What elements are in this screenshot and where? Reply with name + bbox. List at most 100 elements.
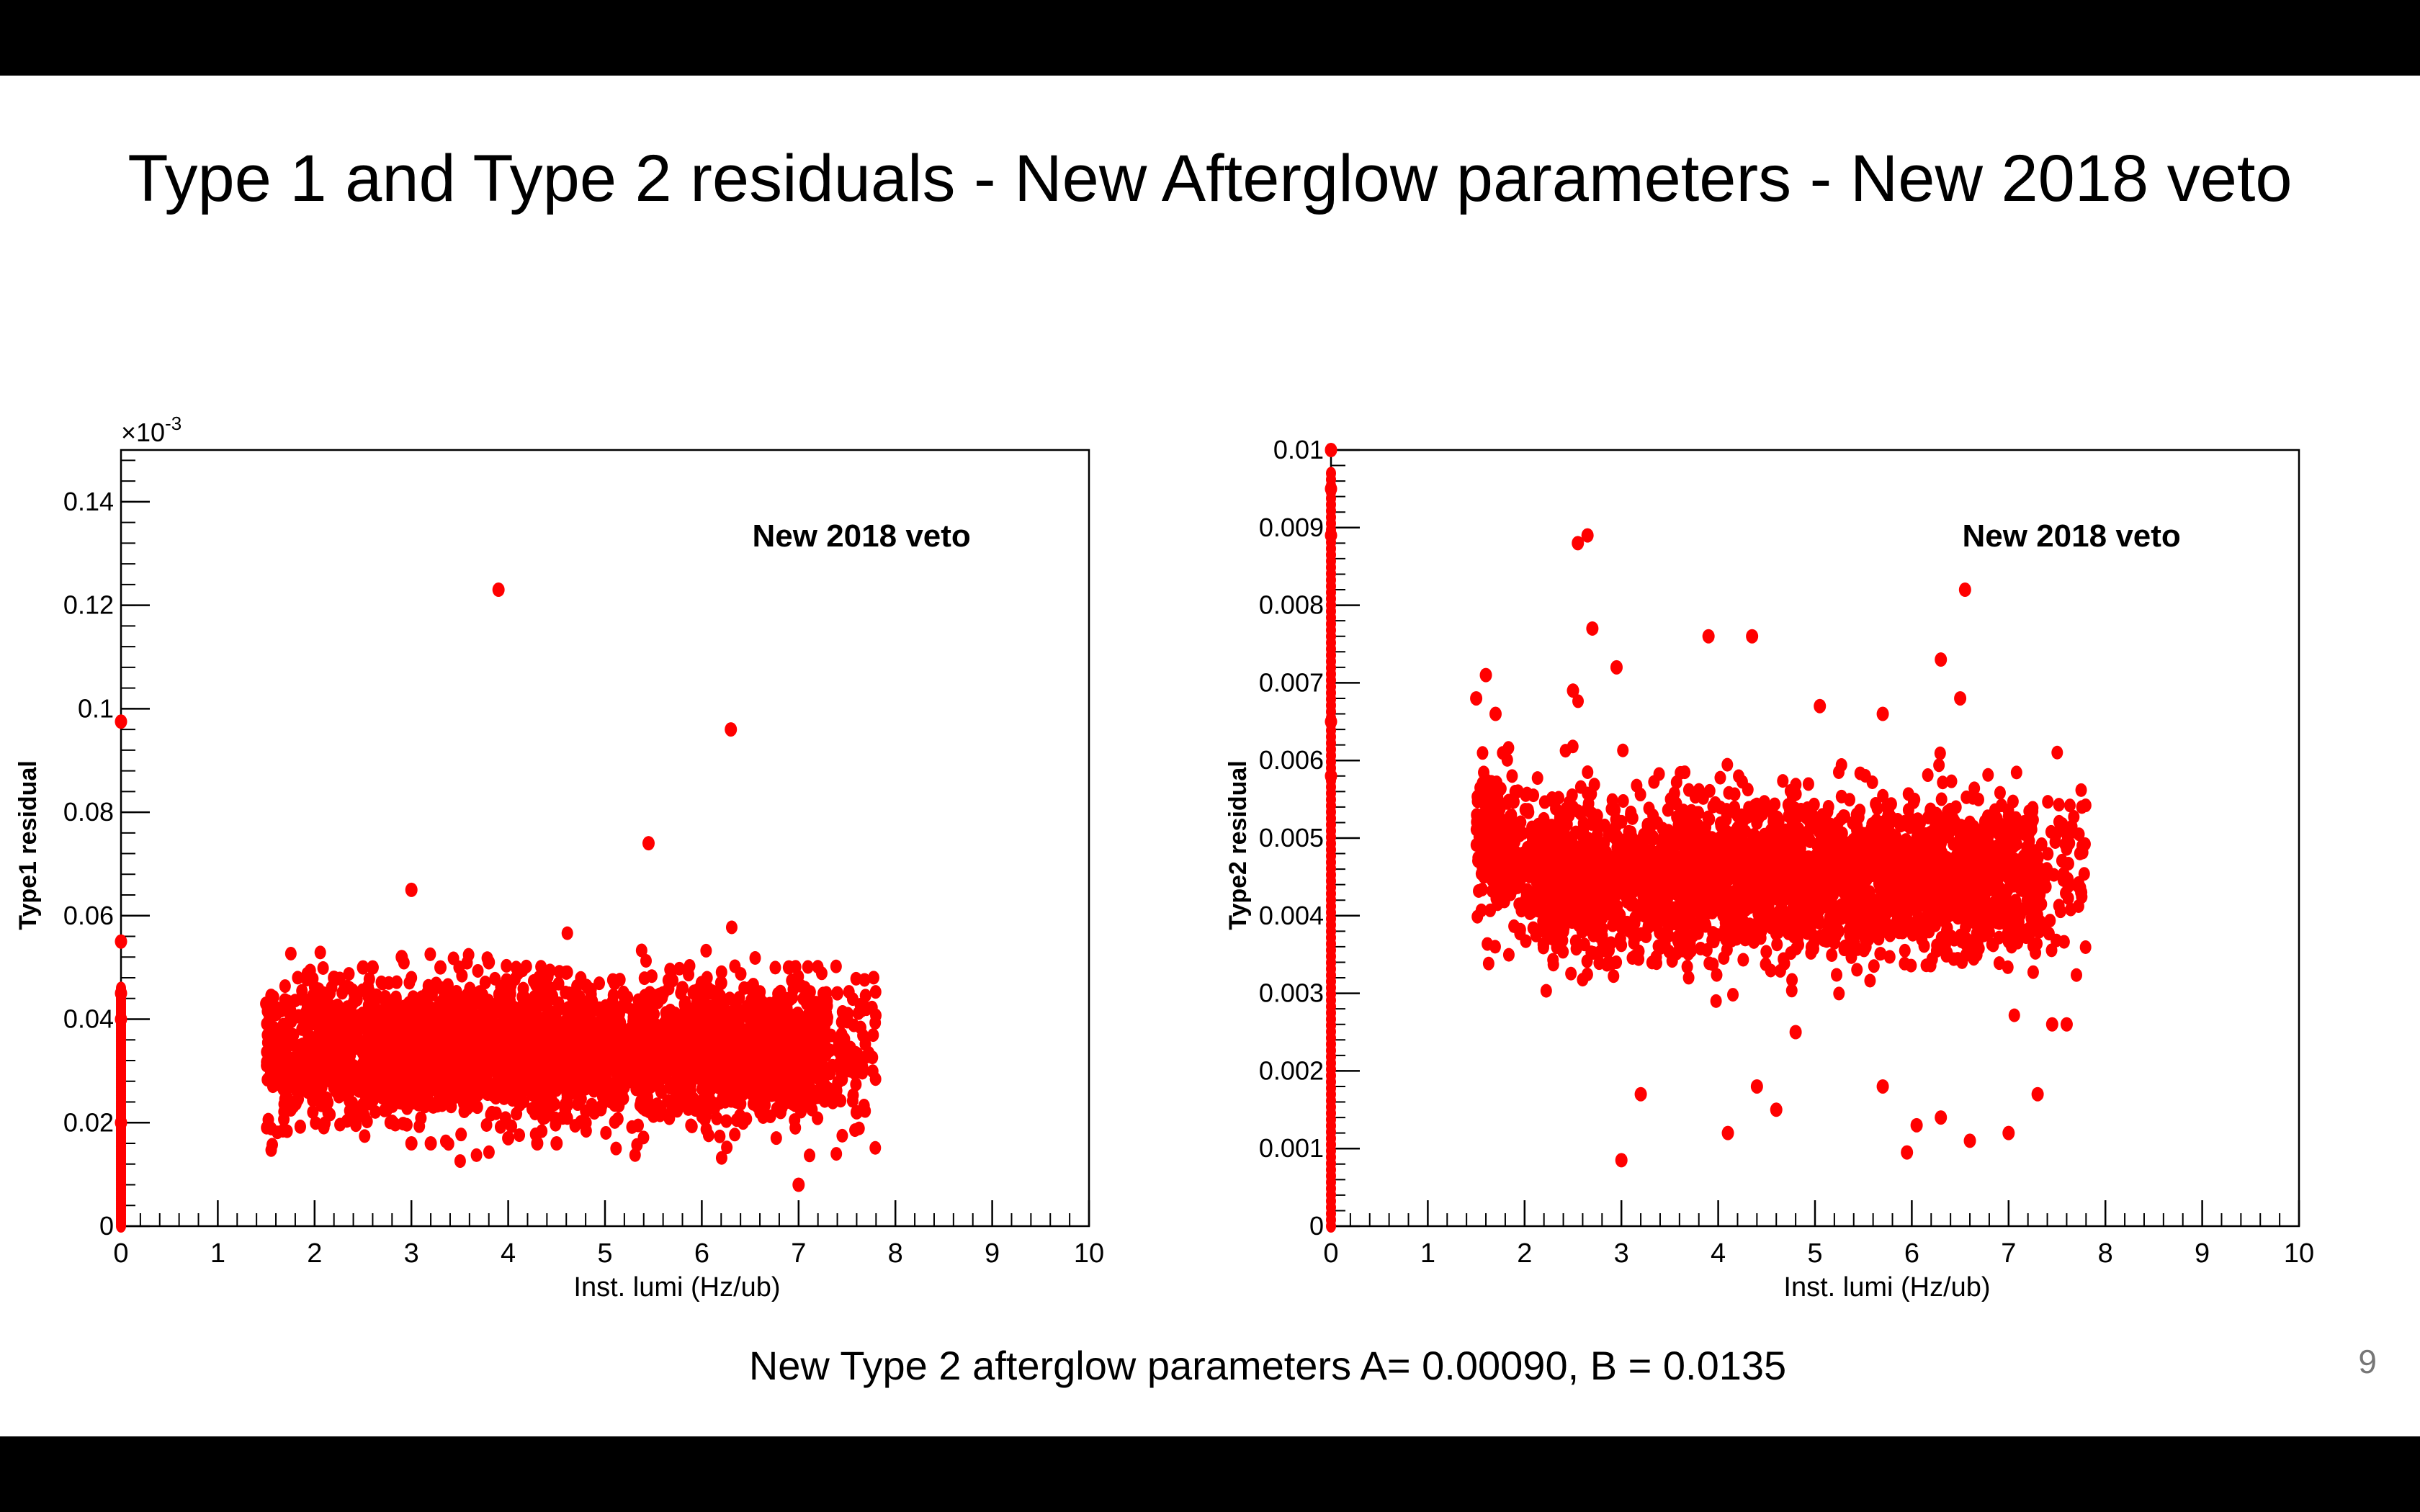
scatter-point — [311, 1063, 323, 1078]
scatter-point — [792, 1177, 805, 1192]
scatter-point — [1681, 960, 1693, 974]
scatter-point — [763, 1026, 775, 1040]
scatter-point — [571, 979, 583, 994]
x-tick-label: 9 — [2195, 1238, 2210, 1269]
scatter-point — [565, 1064, 577, 1079]
scatter-point — [2063, 798, 2076, 813]
scatter-point — [869, 985, 882, 999]
scatter-point — [526, 1014, 539, 1029]
scatter-point — [744, 981, 757, 996]
scatter-point — [390, 1037, 403, 1051]
y-tick-label: 0.1 — [78, 693, 114, 723]
scatter-point — [339, 1019, 351, 1033]
scatter-point — [415, 1111, 427, 1125]
y-tick-label: 0.02 — [63, 1107, 114, 1137]
scatter-point — [563, 1076, 575, 1090]
x-tick-label: 1 — [210, 1238, 225, 1269]
scatter-point — [620, 999, 632, 1014]
scatter-point — [513, 1035, 525, 1050]
x-tick-label: 4 — [1711, 1238, 1726, 1269]
scatter-point — [1831, 968, 1843, 982]
scatter-point — [831, 1058, 843, 1073]
scatter-point — [681, 1094, 694, 1109]
scatter-point — [1760, 957, 1772, 971]
scatter-point — [594, 1053, 606, 1067]
scatter-point — [563, 1001, 575, 1015]
x-axis-label: Inst. lumi (Hz/ub) — [573, 1272, 780, 1302]
scatter-point — [585, 1005, 597, 1020]
scatter-point — [712, 1063, 724, 1077]
scatter-point — [534, 1086, 546, 1100]
scatter-point — [713, 1096, 725, 1110]
scatter-point — [260, 996, 273, 1011]
y-tick-label: 0.009 — [1259, 513, 1324, 542]
scatter-point — [380, 1017, 393, 1031]
scatter-point — [1484, 903, 1497, 917]
scatter-point — [1572, 694, 1585, 708]
scatter-point — [411, 1011, 424, 1025]
scatter-point — [1502, 948, 1515, 962]
y-tick-label: 0.04 — [63, 1004, 114, 1034]
scatter-point — [1833, 765, 1845, 779]
scatter-point — [266, 1138, 279, 1152]
scatter-point — [637, 1101, 649, 1115]
scatter-point — [789, 1120, 802, 1135]
scatter-point — [841, 1012, 853, 1027]
scatter-point — [542, 1082, 555, 1097]
scatter-point — [831, 986, 844, 1001]
scatter-point — [313, 982, 325, 996]
scatter-point — [733, 1046, 745, 1061]
scatter-point — [714, 1129, 726, 1143]
scatter-point — [291, 1079, 303, 1093]
scatter-point — [688, 1024, 700, 1038]
x-tick-label: 1 — [1420, 1238, 1435, 1269]
scatter-point — [357, 960, 369, 975]
scatter-point — [354, 1041, 367, 1056]
scatter-point — [380, 1068, 393, 1082]
scatter-point — [790, 1080, 802, 1094]
scatter-point — [420, 1014, 432, 1028]
x-tick-label: 6 — [694, 1238, 709, 1269]
scatter-point — [287, 1036, 299, 1050]
scatter-point — [725, 722, 738, 737]
y-tick-label: 0.005 — [1259, 823, 1324, 852]
scatter-point — [310, 1038, 322, 1053]
scatter-point — [714, 1020, 727, 1034]
scatter-point — [331, 998, 344, 1012]
scatter-point — [867, 971, 879, 985]
scatter-point — [721, 1140, 733, 1155]
scatter-point — [405, 999, 418, 1013]
scatter-point — [753, 1046, 765, 1061]
scatter-point — [826, 1094, 838, 1109]
scatter-point — [779, 1059, 791, 1074]
scatter-point — [527, 973, 539, 988]
scatter-point — [565, 1020, 578, 1035]
scatter-point — [779, 1089, 791, 1103]
scatter-point — [302, 1027, 314, 1042]
y-tick-label: 0.004 — [1259, 901, 1324, 930]
scatter-point — [732, 1003, 745, 1017]
scatter-point — [366, 960, 379, 975]
scatter-point — [359, 1129, 371, 1143]
scatter-point — [269, 1007, 282, 1022]
scatter-point — [647, 1018, 659, 1032]
scatter-point — [416, 1084, 428, 1098]
scatter-point — [1826, 948, 1838, 962]
scatter-point — [812, 960, 824, 974]
scatter-point — [284, 946, 297, 960]
scatter-point — [318, 1055, 331, 1069]
scatter-point — [1864, 973, 1876, 988]
scatter-point — [802, 960, 814, 974]
scatter-point — [809, 1026, 821, 1040]
scatter-point — [585, 987, 597, 1002]
scatter-point — [287, 1099, 300, 1114]
scatter-point — [2027, 965, 2039, 979]
scatter-point — [637, 1055, 649, 1069]
y-axis-label: Type1 residual — [14, 760, 42, 930]
scatter-point — [395, 950, 408, 965]
scatter-point — [737, 1087, 749, 1102]
scatter-point — [427, 1080, 439, 1094]
scatter-point — [426, 1069, 439, 1084]
scatter-point — [854, 1020, 866, 1035]
scatter-point — [321, 1070, 333, 1084]
